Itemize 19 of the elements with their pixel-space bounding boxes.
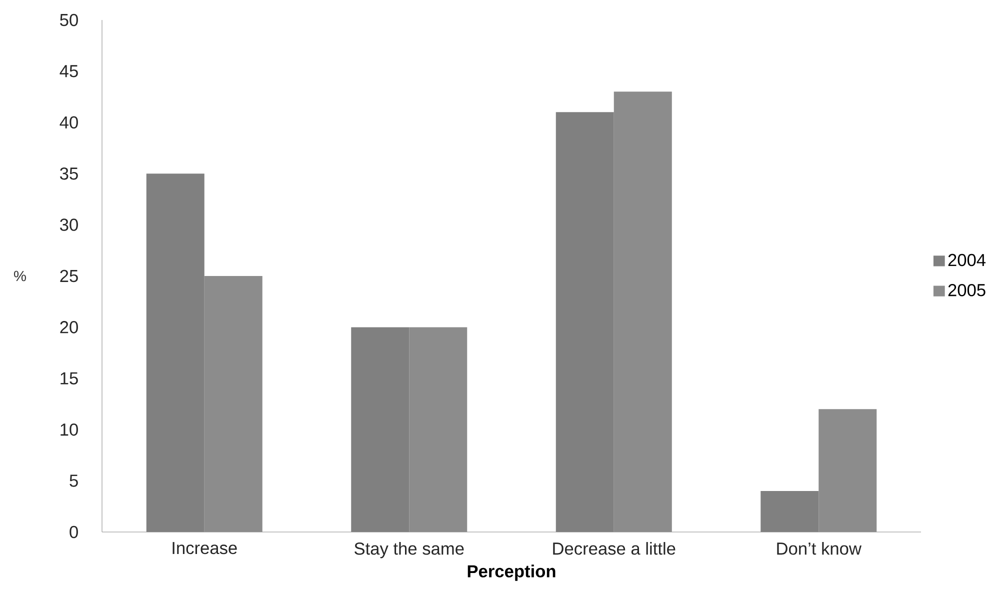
- y-tick-label: 15: [60, 372, 78, 384]
- y-tick-label: 20: [60, 321, 78, 334]
- x-tick-label: Stay the same: [354, 542, 464, 558]
- x-tick-label: Don’t know: [777, 542, 862, 555]
- y-tick-label: 30: [60, 218, 78, 231]
- y-tick-label: 25: [60, 270, 78, 282]
- y-tick-label: 0: [70, 526, 78, 538]
- legend-label: 2004: [948, 254, 986, 266]
- x-tick-label: Increase: [172, 542, 237, 554]
- y-tick-label: 40: [60, 116, 78, 129]
- y-tick-label: 10: [60, 423, 78, 436]
- y-tick-label: 45: [60, 65, 78, 78]
- x-tick-label: Decrease a little: [553, 542, 676, 555]
- legend-label: 2005: [948, 284, 986, 296]
- x-axis-title: Perception: [468, 564, 556, 581]
- y-tick-label: 35: [60, 167, 78, 180]
- y-tick-label: 5: [70, 474, 78, 487]
- y-axis-title: %: [14, 270, 26, 282]
- y-tick-label: 50: [60, 14, 78, 26]
